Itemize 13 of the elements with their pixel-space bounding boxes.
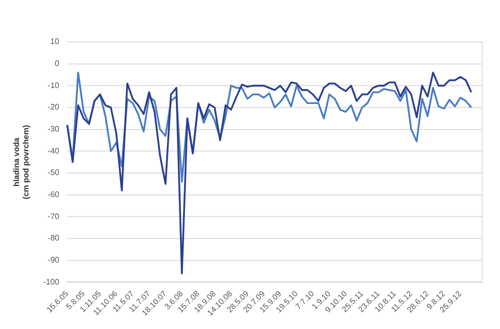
y-tick-label: -100 bbox=[43, 277, 60, 286]
y-tick-label: -50 bbox=[48, 168, 60, 178]
y-tick-label: 10 bbox=[50, 37, 60, 46]
y-tick-label: -90 bbox=[48, 256, 60, 265]
y-tick-label: -70 bbox=[48, 212, 60, 221]
y-tick-label: -40 bbox=[48, 146, 60, 156]
y-tick-label: -60 bbox=[48, 190, 60, 200]
y-tick-label: -10 bbox=[48, 80, 60, 90]
y-tick-label: -80 bbox=[48, 234, 60, 243]
y-tick-label: -30 bbox=[48, 124, 60, 134]
y-tick-label: 0 bbox=[54, 59, 60, 68]
y-tick-label: -20 bbox=[48, 102, 60, 112]
y-axis-title: hladina voda (cm pod povrchem) bbox=[12, 124, 31, 200]
